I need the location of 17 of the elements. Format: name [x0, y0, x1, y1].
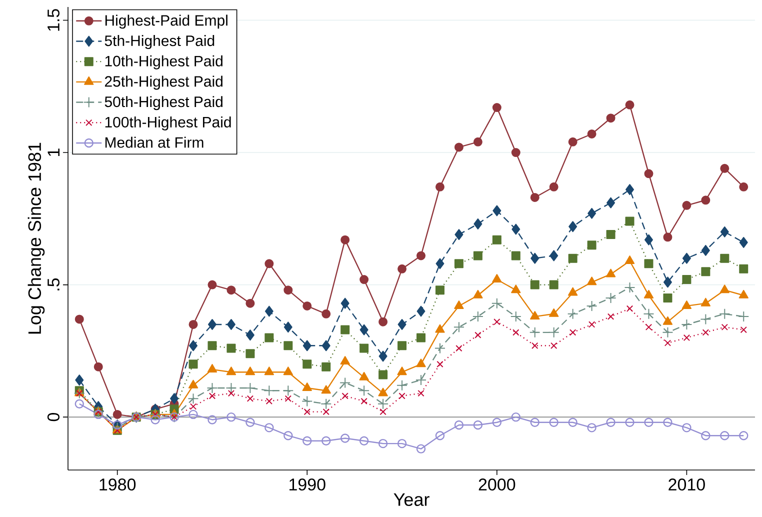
x-tick-label: 1980 [100, 478, 136, 491]
y-tick-label: 1 [48, 148, 60, 156]
x-tick-label: 1990 [290, 478, 326, 491]
x-tick-label: 2000 [478, 478, 516, 491]
legend-label: 10th-Highest Paid [105, 55, 222, 70]
legend-label: 100th-Highest Paid [105, 116, 231, 130]
legend-label: 5th-Highest Paid [104, 35, 214, 50]
x-axis-title: Year [394, 493, 430, 506]
y-tick-label: .5 [48, 278, 60, 290]
legend-label: 50th-Highest Paid [104, 96, 222, 110]
legend-label: Median at Firm [105, 136, 204, 148]
legend-label: 25th-Highest Paid [104, 76, 222, 90]
y-tick-label: 0 [47, 413, 60, 422]
legend-label: Highest-Paid Empl [105, 14, 228, 29]
y-axis-title: Log Change Since 1981 [28, 142, 45, 334]
y-tick-label: 1.5 [48, 9, 60, 31]
x-tick-label: 2010 [668, 478, 705, 491]
